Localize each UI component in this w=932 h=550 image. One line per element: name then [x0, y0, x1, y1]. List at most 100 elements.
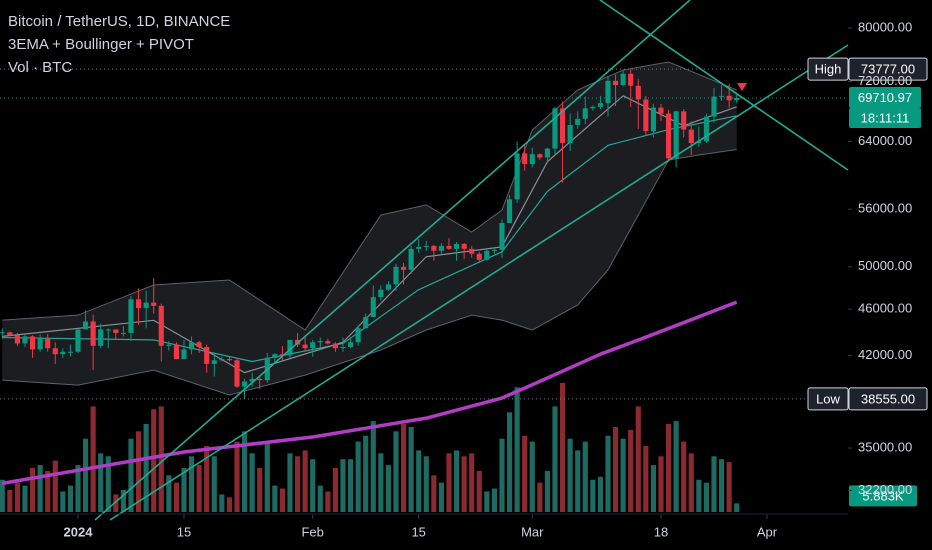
volume-bar	[347, 459, 354, 512]
candle-body	[241, 381, 248, 387]
low-text-box	[807, 387, 849, 411]
volume-bar	[158, 406, 164, 512]
volume-bar	[446, 453, 452, 512]
volume-bar	[272, 485, 278, 512]
candle-body	[128, 299, 134, 333]
candle-body	[37, 338, 43, 350]
candle-body	[22, 336, 28, 344]
volume-bar	[249, 453, 255, 512]
candle-body	[544, 148, 550, 158]
ema-line	[1, 300, 738, 486]
candle-body	[590, 106, 596, 109]
volume-bar	[151, 409, 157, 512]
volume-bar	[257, 468, 263, 512]
x-tick-label: 15	[177, 524, 191, 539]
candle-body	[135, 299, 142, 309]
candle-body	[575, 118, 581, 125]
candle-body	[597, 103, 603, 107]
volume-bar	[393, 431, 399, 512]
volume-bar	[241, 431, 248, 512]
volume-bar	[181, 468, 187, 512]
candle-body	[408, 248, 414, 270]
volume-bar	[522, 435, 528, 512]
volume-bar	[605, 435, 611, 512]
volume-bar	[22, 485, 28, 512]
candle-body	[234, 360, 240, 387]
volume-bar	[597, 476, 603, 512]
candle-body	[734, 97, 740, 101]
candle-body	[325, 341, 331, 344]
candle-body	[537, 154, 543, 158]
candle-body	[188, 342, 195, 350]
volume-bar	[499, 438, 505, 512]
level-lines: High 73777.00 Low 38555.00 69710.97 18:11:11 5…	[0, 57, 928, 507]
volume-bar	[438, 482, 444, 512]
volume-bar	[665, 424, 672, 512]
candle-body	[204, 346, 210, 364]
candle-body	[431, 245, 437, 251]
candle-body	[90, 321, 96, 346]
volume-bar	[453, 450, 460, 512]
volume-bar	[620, 438, 626, 512]
volume-bar	[325, 491, 331, 512]
candle-body	[0, 332, 5, 334]
candle-body	[332, 343, 338, 349]
volume-bar	[408, 426, 414, 512]
candle-body	[317, 341, 323, 343]
candle-body	[726, 95, 732, 101]
candle-body	[355, 328, 361, 343]
y-tick-label: 46000.00	[858, 301, 912, 316]
volume-bar	[317, 485, 323, 512]
candle-body	[446, 245, 452, 249]
candle-body	[173, 344, 179, 360]
volume-bar	[196, 465, 202, 512]
candle-body	[98, 329, 104, 346]
y-tick-label: 80000.00	[858, 19, 912, 34]
x-tick-label: Mar	[521, 524, 544, 539]
volume-bar	[514, 387, 520, 512]
volume-bar	[166, 475, 172, 512]
candle-body	[52, 348, 58, 355]
y-tick-label: 32200.00	[858, 482, 912, 497]
low-price: 38555.00	[861, 391, 915, 406]
candle-body	[75, 329, 81, 352]
candle-body	[461, 243, 467, 249]
x-tick-label: 18	[654, 524, 668, 539]
volume-bar	[703, 482, 709, 512]
candle-body	[378, 289, 384, 298]
volume-bar	[67, 485, 73, 512]
volume-bar	[98, 453, 104, 512]
candle-body	[7, 332, 13, 336]
volume-bar	[590, 479, 596, 512]
volume-bar	[575, 450, 581, 512]
volume-bar	[370, 421, 376, 512]
volume-bar	[461, 456, 467, 512]
volume-bar	[650, 465, 656, 512]
volume-bar	[75, 465, 81, 512]
candle-body	[45, 338, 51, 349]
indicator-title: 3EMA + Boullinger + PIVOT	[8, 36, 194, 53]
low-text: Low	[816, 391, 840, 406]
candle-body	[476, 253, 482, 260]
volume-bar	[264, 441, 270, 512]
x-tick-label: 15	[411, 524, 425, 539]
volume-bar	[287, 453, 293, 512]
volume-bar	[612, 426, 619, 512]
high-text-box	[807, 57, 849, 81]
volume-bar	[567, 438, 573, 512]
high-price: 73777.00	[861, 62, 915, 77]
candle-body	[665, 113, 672, 159]
volume-bar	[628, 429, 634, 512]
candle-body	[484, 250, 490, 260]
volume-bar	[113, 494, 119, 512]
candle-body	[491, 249, 497, 251]
volume-bar	[60, 491, 66, 512]
trend-lines	[94, 0, 849, 521]
volume-bar	[491, 488, 497, 512]
candle-body	[143, 302, 149, 309]
volume-bar	[673, 421, 679, 512]
candle-body	[438, 245, 444, 251]
volume-bar	[552, 406, 558, 512]
